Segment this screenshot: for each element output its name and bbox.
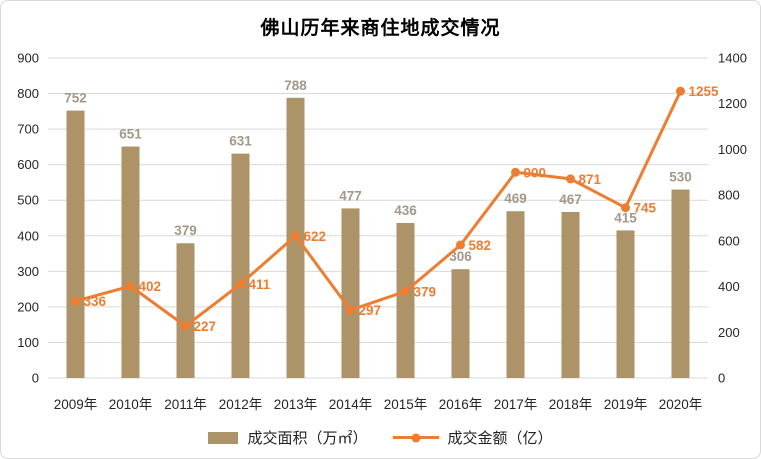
- x-axis-label: 2014年: [329, 397, 373, 412]
- bar: [506, 211, 525, 378]
- bar-value-label: 306: [449, 249, 472, 264]
- left-axis-tick-label: 100: [17, 335, 39, 350]
- legend: 成交面积（万㎡） 成交金额（亿）: [1, 427, 760, 448]
- line-value-label: 582: [469, 238, 492, 253]
- line-value-label: 297: [359, 303, 382, 318]
- line-value-label: 745: [634, 201, 657, 216]
- line-value-label: 227: [194, 319, 217, 334]
- bar: [616, 230, 635, 378]
- line-value-label: 900: [524, 165, 547, 180]
- data-point-marker: [401, 286, 410, 296]
- left-axis-tick-label: 900: [17, 51, 39, 66]
- bar: [121, 146, 140, 378]
- right-axis-tick-label: 800: [718, 188, 740, 203]
- bar-value-label: 788: [284, 78, 307, 93]
- right-axis-tick-label: 1000: [718, 142, 747, 157]
- left-axis-tick-label: 0: [32, 371, 39, 386]
- right-axis-tick-label: 200: [718, 325, 740, 340]
- left-axis-tick-label: 600: [17, 157, 39, 172]
- bar-value-label: 467: [559, 192, 582, 207]
- bar: [231, 153, 250, 378]
- legend-amount-label: 成交金额（亿）: [447, 430, 553, 447]
- data-point-marker: [71, 296, 80, 306]
- x-axis-label: 2013年: [274, 397, 318, 412]
- bar-value-label: 530: [669, 170, 692, 185]
- data-point-marker: [236, 279, 245, 289]
- left-axis-tick-label: 200: [17, 299, 39, 314]
- x-axis-label: 2020年: [659, 397, 703, 412]
- data-point-marker: [621, 203, 630, 213]
- line-value-label: 1255: [689, 84, 720, 99]
- x-axis-label: 2009年: [54, 397, 98, 412]
- data-point-marker: [456, 240, 465, 250]
- left-axis-tick-label: 500: [17, 193, 39, 208]
- bar: [66, 110, 85, 378]
- data-point-marker: [346, 305, 355, 315]
- x-axis-label: 2015年: [384, 397, 428, 412]
- line-value-label: 871: [579, 172, 602, 187]
- legend-amount-line-icon: [392, 433, 439, 442]
- bar-value-label: 752: [64, 91, 87, 106]
- line-value-label: 336: [84, 294, 107, 309]
- bar: [561, 211, 580, 378]
- bar-value-label: 436: [394, 203, 417, 218]
- right-axis-tick-label: 1200: [718, 96, 747, 111]
- x-axis-label: 2011年: [164, 397, 207, 412]
- legend-amount-marker-icon: [411, 433, 420, 442]
- left-axis-tick-label: 800: [17, 86, 39, 101]
- x-axis-label: 2018年: [549, 397, 593, 412]
- trend-line: [75, 90, 682, 328]
- bar-value-label: 651: [119, 127, 142, 142]
- legend-area-label: 成交面积（万㎡）: [247, 430, 368, 447]
- left-axis-tick-label: 300: [17, 264, 39, 279]
- bar-value-label: 477: [339, 188, 362, 203]
- data-point-marker: [126, 281, 135, 291]
- line-value-label: 411: [249, 277, 271, 292]
- x-axis-label: 2016年: [439, 397, 483, 412]
- line-value-label: 402: [139, 279, 162, 294]
- line-value-label: 379: [414, 284, 437, 299]
- legend-area-swatch: [208, 431, 239, 444]
- left-axis-tick-label: 400: [17, 228, 39, 243]
- bar: [341, 208, 360, 378]
- x-axis-label: 2019年: [604, 397, 648, 412]
- data-point-marker: [181, 321, 190, 331]
- data-point-marker: [511, 167, 520, 177]
- bar-value-label: 631: [229, 134, 252, 149]
- bar-value-label: 469: [504, 191, 527, 206]
- right-axis-tick-label: 0: [718, 371, 725, 386]
- right-axis-tick-label: 1400: [718, 51, 747, 66]
- bar: [671, 189, 690, 378]
- x-axis-label: 2010年: [109, 397, 153, 412]
- right-axis-tick-label: 400: [718, 279, 740, 294]
- x-axis-label: 2012年: [219, 397, 263, 412]
- right-axis-tick-label: 600: [718, 233, 740, 248]
- line-value-label: 622: [304, 229, 327, 244]
- bar: [396, 222, 415, 378]
- data-point-marker: [566, 174, 575, 184]
- x-axis-label: 2017年: [494, 397, 538, 412]
- bar: [451, 269, 470, 378]
- chart-title: 佛山历年来商住地成交情况: [260, 18, 501, 39]
- data-point-marker: [676, 86, 685, 96]
- bar-value-label: 415: [614, 210, 637, 225]
- bar-value-label: 379: [174, 223, 197, 238]
- left-axis-tick-label: 700: [17, 122, 39, 137]
- bar: [176, 243, 195, 378]
- data-point-marker: [291, 231, 300, 241]
